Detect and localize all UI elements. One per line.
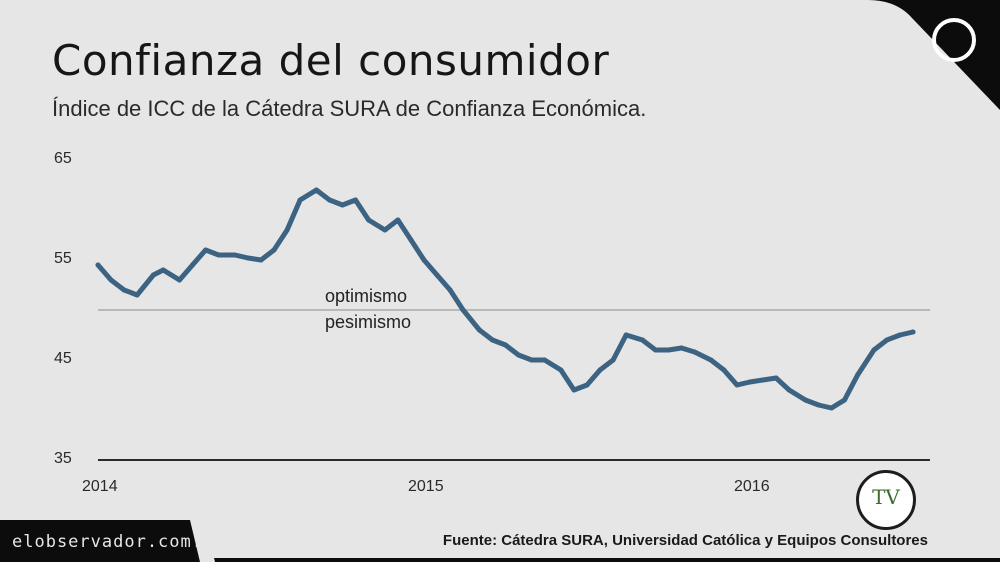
data-point: [190, 262, 195, 268]
data-point: [773, 375, 779, 381]
corner-ring-icon: [932, 18, 976, 62]
data-point: [516, 352, 521, 358]
data-point: [597, 367, 603, 373]
data-point: [571, 387, 577, 393]
data-point: [639, 337, 645, 343]
x-tick-label: 2014: [82, 478, 118, 495]
data-point: [258, 257, 264, 263]
data-point: [490, 337, 495, 343]
data-point: [447, 287, 453, 293]
data-point: [842, 397, 847, 403]
series-points: [95, 187, 916, 411]
data-point: [855, 372, 861, 378]
data-point: [382, 227, 388, 233]
zone-label-pesimismo: pesimismo: [325, 312, 412, 332]
data-point: [721, 367, 727, 373]
data-point: [529, 357, 535, 363]
data-point: [692, 349, 698, 355]
data-point: [134, 292, 140, 298]
data-point: [284, 227, 290, 233]
data-point: [395, 217, 401, 223]
data-point: [897, 332, 903, 338]
data-point: [666, 347, 671, 353]
data-point: [121, 287, 127, 293]
data-point: [460, 307, 466, 313]
x-tick-label: 2016: [734, 478, 770, 495]
data-point: [734, 382, 740, 388]
data-point: [366, 217, 372, 223]
data-point: [816, 402, 821, 408]
chart-title: Confianza del consumidor: [52, 36, 610, 85]
data-point: [216, 252, 222, 258]
data-point: [245, 255, 251, 261]
data-point: [95, 262, 101, 268]
y-tick-label: 55: [54, 250, 72, 267]
footer-slant: [190, 520, 215, 562]
data-point: [910, 329, 916, 335]
data-point: [708, 357, 714, 363]
data-point: [747, 379, 753, 385]
data-point: [653, 347, 658, 353]
data-point: [871, 347, 877, 353]
data-point: [434, 272, 440, 278]
data-point: [558, 367, 564, 373]
data-point: [408, 237, 414, 243]
tv-logo-text: TV: [872, 485, 900, 509]
footer-site: elobservador.com.uy: [12, 532, 226, 552]
data-point: [503, 342, 508, 348]
data-point: [271, 247, 277, 253]
zone-label-optimismo: optimismo: [325, 286, 408, 306]
data-point: [679, 345, 684, 351]
tv-logo: TV: [856, 470, 916, 530]
data-point: [610, 357, 616, 363]
data-point: [760, 377, 766, 383]
data-point: [421, 257, 427, 263]
data-point: [802, 397, 808, 403]
data-point: [584, 382, 590, 388]
data-point: [160, 267, 166, 273]
data-point: [884, 337, 890, 343]
data-point: [340, 202, 345, 208]
data-point: [313, 187, 319, 193]
y-tick-label: 65: [54, 150, 72, 167]
data-point: [150, 272, 156, 278]
data-point: [476, 327, 482, 333]
y-tick-label: 45: [54, 350, 72, 367]
data-point: [327, 197, 332, 203]
data-point: [203, 247, 209, 253]
data-point: [623, 332, 629, 338]
x-tick-label: 2015: [408, 478, 444, 495]
footer-source: Fuente: Cátedra SURA, Universidad Católi…: [442, 532, 928, 549]
data-point: [297, 197, 303, 203]
footer-left-tab: [0, 520, 200, 562]
data-point: [177, 277, 182, 283]
y-tick-label: 35: [54, 450, 72, 467]
data-point: [542, 357, 548, 363]
data-point: [786, 387, 792, 393]
data-point: [232, 252, 238, 258]
data-point: [108, 277, 114, 283]
data-point: [353, 197, 358, 203]
chart-subtitle: Índice de ICC de la Cátedra SURA de Conf…: [52, 96, 647, 121]
data-point: [829, 405, 834, 411]
footer-right-strip: [205, 520, 1000, 558]
